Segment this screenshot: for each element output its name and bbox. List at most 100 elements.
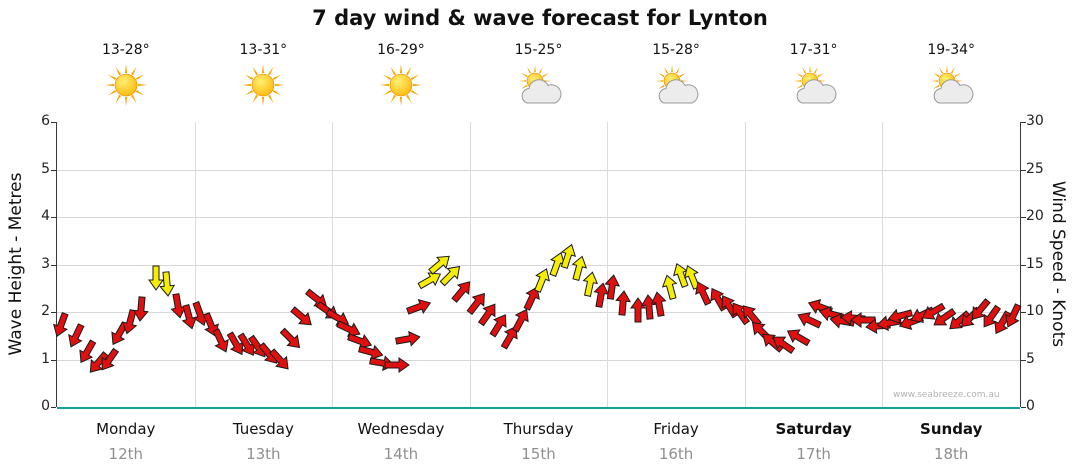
left-tick-label: 2 <box>41 303 50 319</box>
day-name: Saturday <box>775 420 852 438</box>
left-tick-label: 3 <box>41 255 50 272</box>
left-tick-label: 6 <box>41 113 50 129</box>
day-boundary-line <box>882 122 884 407</box>
wind-arrow <box>651 291 668 318</box>
left-tickmark <box>51 122 56 123</box>
left-tick-label: 1 <box>41 350 50 367</box>
wind-arrow <box>79 339 97 363</box>
right-tick-label: 0 <box>1026 398 1035 414</box>
day-boundary-line <box>332 122 334 407</box>
wind-arrow <box>148 265 165 291</box>
right-tick-label: 15 <box>1026 255 1044 272</box>
wind-arrow <box>571 255 588 281</box>
h-gridline <box>57 169 1020 171</box>
wind-arrow <box>405 299 431 315</box>
wind-arrow <box>428 255 451 275</box>
day-date: 14th <box>383 445 419 463</box>
wind-arrow <box>511 308 529 333</box>
right-axis-title: Wind Speed - Knots <box>1048 180 1068 348</box>
day-boundary-line <box>194 122 196 407</box>
wind-arrow <box>933 308 956 326</box>
day-date: 12th <box>108 445 144 463</box>
wind-arrow <box>500 325 518 350</box>
left-tickmark <box>51 264 56 266</box>
wind-arrow <box>52 311 69 337</box>
day-temp: 16-29° <box>377 42 425 58</box>
day-name: Friday <box>653 420 699 438</box>
wind-arrow <box>439 265 461 287</box>
right-tick-label: 25 <box>1026 160 1044 177</box>
day-temp: 15-25° <box>514 42 563 58</box>
wind-arrow <box>523 286 540 311</box>
wind-arrow <box>614 290 631 317</box>
wind-arrow <box>662 275 678 301</box>
wind-arrow <box>478 303 496 326</box>
wind-arrow <box>787 328 811 346</box>
right-tickmark <box>1021 169 1026 171</box>
plot-border-left <box>56 122 57 407</box>
sun-icon <box>242 64 285 106</box>
h-gridline <box>57 264 1020 266</box>
day-name: Monday <box>96 420 156 438</box>
watermark: www.seabreeze.com.au <box>893 390 1000 400</box>
day-date: 15th <box>521 445 556 463</box>
wind-arrow <box>133 296 149 322</box>
left-tick-label: 4 <box>41 208 50 224</box>
wind-arrow <box>629 297 646 323</box>
day-temp: 19-34° <box>927 42 976 58</box>
wind-arrow <box>1005 303 1022 328</box>
h-gridline <box>57 217 1020 218</box>
left-axis-title: Wave Height - Metres <box>6 172 26 356</box>
wind-arrow <box>640 294 657 321</box>
wind-arrow <box>159 271 176 298</box>
wind-arrow <box>325 308 350 326</box>
wind-arrow <box>68 322 85 348</box>
day-name: Sunday <box>920 420 983 438</box>
h-gridline <box>57 312 1020 313</box>
sun-icon <box>379 64 422 106</box>
sun-cloud-icon <box>793 65 836 104</box>
right-tickmark <box>1021 407 1026 408</box>
wind-arrow <box>394 330 421 347</box>
wind-arrow <box>336 320 361 338</box>
right-tick-label: 30 <box>1026 113 1044 129</box>
day-temp: 15-28° <box>652 42 700 58</box>
left-tickmark <box>51 217 56 218</box>
day-temp: 13-31° <box>239 42 288 58</box>
right-tick-label: 10 <box>1026 303 1044 319</box>
wind-arrow <box>289 306 312 326</box>
wind-arrow <box>202 312 219 338</box>
wind-arrow <box>466 292 486 315</box>
wind-arrow <box>101 348 119 371</box>
right-tick-label: 5 <box>1026 350 1035 367</box>
wind-arrow <box>212 328 230 353</box>
right-tickmark <box>1021 359 1026 361</box>
day-name: Tuesday <box>232 420 294 438</box>
x-axis-baseline <box>57 407 1020 409</box>
day-name: Wednesday <box>357 420 445 438</box>
wind-arrow <box>192 300 208 326</box>
wind-arrow <box>829 312 855 329</box>
right-tickmark <box>1021 264 1026 266</box>
left-tick-label: 5 <box>41 160 50 177</box>
sun-cloud-icon <box>656 65 699 104</box>
wind-arrow <box>604 274 620 301</box>
day-date: 13th <box>246 445 281 463</box>
right-tickmark <box>1021 217 1026 218</box>
day-boundary-line <box>469 122 471 407</box>
wind-arrow <box>417 272 441 290</box>
sun-cloud-icon <box>931 65 974 104</box>
wind-arrow <box>489 314 507 338</box>
day-date: 18th <box>933 445 969 463</box>
left-tick-label: 0 <box>41 398 50 414</box>
wind-arrow <box>582 270 599 297</box>
sun-icon <box>104 64 147 106</box>
wind-arrow <box>797 312 822 329</box>
plot-border-right <box>1020 122 1021 407</box>
day-name: Thursday <box>503 420 574 438</box>
wind-arrow <box>451 281 471 304</box>
day-boundary-line <box>607 122 609 407</box>
wind-arrow <box>384 357 410 374</box>
day-temp: 17-31° <box>789 42 838 58</box>
